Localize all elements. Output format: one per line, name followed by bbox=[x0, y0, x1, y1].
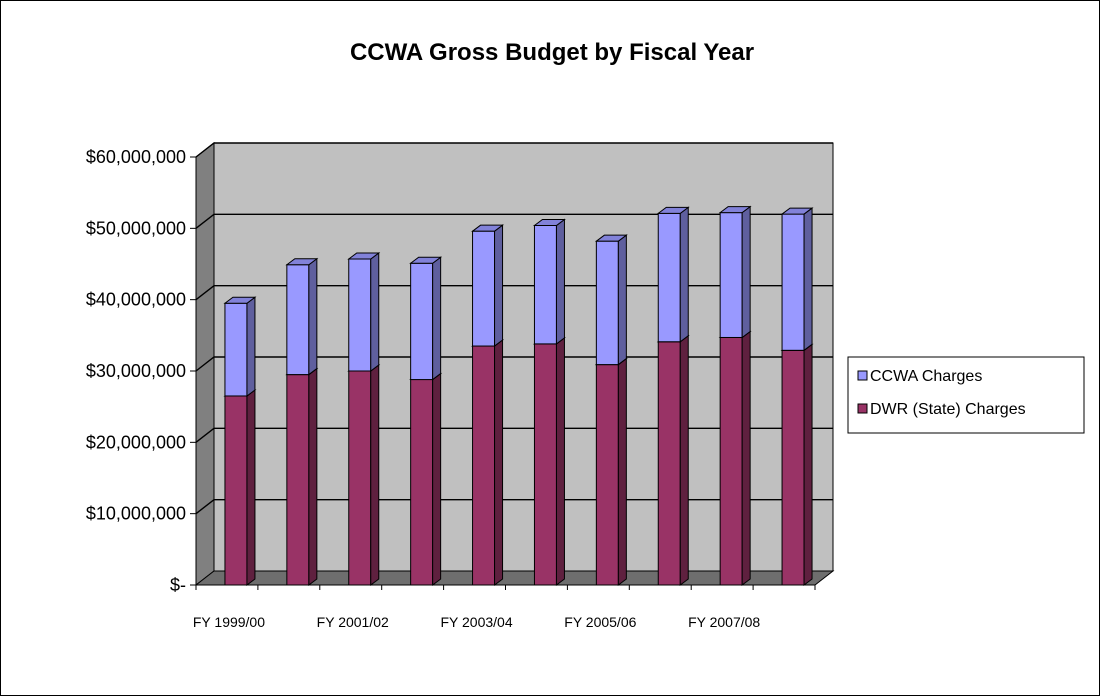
x-tick-label: FY 2005/06 bbox=[564, 614, 636, 630]
gridline bbox=[195, 142, 833, 158]
bar-dwr-side bbox=[803, 343, 813, 586]
bar-ccwa-charges bbox=[348, 258, 372, 372]
bar-ccwa-side bbox=[246, 296, 256, 397]
bar-dwr-charges bbox=[595, 364, 619, 586]
chart-title: CCWA Gross Budget by Fiscal Year bbox=[350, 39, 754, 66]
bar-stack bbox=[532, 218, 566, 586]
bar-ccwa-charges bbox=[657, 212, 681, 343]
bar-ccwa-side bbox=[617, 234, 627, 366]
bar-ccwa-charges bbox=[224, 302, 248, 397]
y-tick-label: $50,000,000 bbox=[86, 218, 186, 238]
y-tick-label: $20,000,000 bbox=[86, 432, 186, 452]
bar-stack bbox=[656, 206, 690, 586]
bar-stack bbox=[471, 224, 505, 586]
bar-stack bbox=[285, 257, 319, 586]
bar-ccwa-top bbox=[656, 206, 690, 214]
bar-dwr-charges bbox=[286, 374, 310, 586]
bar-dwr-charges bbox=[533, 343, 557, 586]
legend: CCWA Charges DWR (State) Charges bbox=[847, 356, 1085, 434]
bar-ccwa-side bbox=[803, 207, 813, 352]
bar-ccwa-charges bbox=[286, 264, 310, 376]
bar-ccwa-top bbox=[409, 256, 443, 264]
bar-ccwa-charges bbox=[781, 213, 805, 351]
bar-ccwa-top bbox=[223, 296, 257, 304]
bar-dwr-charges bbox=[472, 345, 496, 586]
bar-dwr-charges bbox=[781, 349, 805, 586]
bar-ccwa-side bbox=[308, 257, 318, 376]
bar-ccwa-top bbox=[285, 258, 319, 266]
bar-dwr-charges bbox=[719, 336, 743, 586]
x-tick-label: FY 1999/00 bbox=[193, 614, 265, 630]
bar-ccwa-charges bbox=[533, 224, 557, 345]
bar-dwr-side bbox=[555, 336, 565, 586]
bar-dwr-side bbox=[308, 367, 318, 586]
x-tick-label: FY 2007/08 bbox=[688, 614, 760, 630]
y-tick-label: $30,000,000 bbox=[86, 361, 186, 381]
bar-ccwa-top bbox=[471, 224, 505, 232]
bar-ccwa-side bbox=[494, 224, 504, 348]
bar-dwr-side bbox=[741, 330, 751, 586]
legend-swatch bbox=[857, 403, 868, 414]
legend-label: CCWA Charges bbox=[870, 368, 982, 385]
bar-stack bbox=[780, 207, 814, 586]
bar-ccwa-side bbox=[741, 205, 751, 339]
bar-ccwa-side bbox=[679, 206, 689, 343]
bar-dwr-charges bbox=[348, 370, 372, 586]
legend-box bbox=[847, 356, 1085, 434]
legend-swatch bbox=[857, 370, 868, 381]
bar-ccwa-charges bbox=[472, 230, 496, 347]
bar-stack bbox=[409, 256, 443, 586]
bar-dwr-side bbox=[246, 388, 256, 586]
bar-stack bbox=[347, 252, 381, 586]
bar-dwr-side bbox=[617, 357, 627, 586]
x-axis: FY 1999/00 FY 2001/02 FY 2003/04 FY 2005/06… bbox=[193, 584, 816, 630]
x-tick-label: FY 2001/02 bbox=[317, 614, 389, 630]
bar-dwr-side bbox=[432, 372, 442, 586]
bar-ccwa-side bbox=[432, 256, 442, 381]
bar-ccwa-charges bbox=[719, 212, 743, 338]
bars bbox=[223, 205, 814, 586]
bar-ccwa-top bbox=[594, 234, 628, 242]
bar-dwr-charges bbox=[224, 395, 248, 586]
y-axis: $- $10,000,000 $20,000,000 $30,000,000 $40,0… bbox=[86, 147, 197, 595]
bar-dwr-side bbox=[370, 364, 380, 586]
bar-ccwa-charges bbox=[595, 240, 619, 366]
x-tick-label: FY 2003/04 bbox=[440, 614, 512, 630]
bar-dwr-charges bbox=[657, 341, 681, 586]
gridline bbox=[195, 213, 833, 229]
bar-ccwa-top bbox=[780, 207, 814, 215]
y-tick-label: $- bbox=[170, 575, 186, 595]
bar-ccwa-charges bbox=[410, 262, 434, 381]
bar-ccwa-side bbox=[370, 252, 380, 372]
bar-ccwa-side bbox=[555, 218, 565, 345]
y-tick-label: $10,000,000 bbox=[86, 504, 186, 524]
bar-dwr-charges bbox=[410, 379, 434, 586]
bar-dwr-side bbox=[679, 334, 689, 586]
bar-ccwa-top bbox=[718, 206, 752, 214]
y-tick-label: $40,000,000 bbox=[86, 290, 186, 310]
bar-ccwa-top bbox=[532, 218, 566, 226]
legend-label: DWR (State) Charges bbox=[870, 401, 1026, 418]
y-tick-label: $60,000,000 bbox=[86, 147, 186, 167]
bar-stack bbox=[718, 205, 752, 586]
bar-ccwa-top bbox=[347, 252, 381, 260]
bar-dwr-side bbox=[494, 339, 504, 586]
bar-stack bbox=[223, 296, 257, 586]
bar-stack bbox=[594, 234, 628, 586]
